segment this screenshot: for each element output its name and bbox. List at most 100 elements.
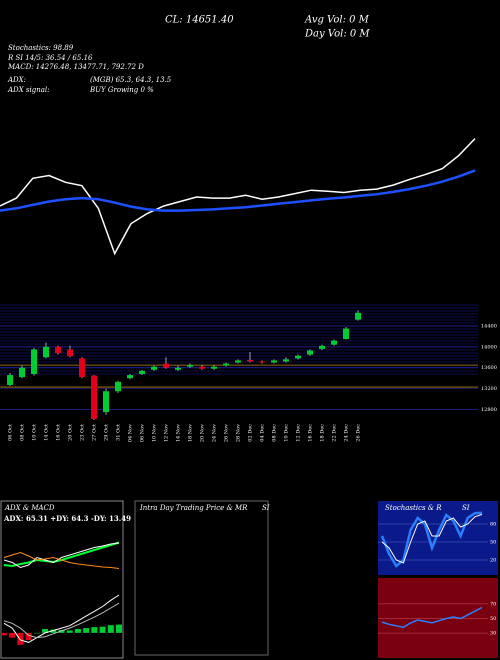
- macd-bar: [1, 632, 7, 636]
- macd-bar: [9, 632, 16, 638]
- candle-body: [355, 312, 361, 320]
- stochastics-text: Stochastics: 98.89: [8, 44, 74, 52]
- price-line: [0, 169, 476, 212]
- adx-line: [3, 542, 120, 569]
- panel-title: SI: [462, 504, 470, 512]
- macd-bar: [50, 629, 57, 633]
- x-tick-label: 06 Nov: [140, 424, 146, 442]
- day-volume: Day Vol: 0 M: [304, 29, 370, 40]
- x-tick-label: 08 Oct: [20, 424, 26, 441]
- intraday-frame: [134, 500, 269, 656]
- candle-body: [127, 375, 133, 379]
- candle-body: [211, 366, 217, 369]
- candle-body: [103, 391, 109, 413]
- x-tick-label: 16 Oct: [56, 424, 62, 441]
- candle-body: [235, 360, 241, 363]
- panel-title: SI: [262, 504, 270, 512]
- x-tick-label: 23 Oct: [80, 424, 86, 441]
- x-tick-label: 04 Nov: [128, 424, 134, 442]
- macd-text: MACD: 14276.48, 13477.71, 792.72 D: [7, 63, 144, 71]
- macd-bar: [91, 627, 98, 633]
- candle-body: [319, 345, 325, 349]
- candle-body: [91, 375, 97, 419]
- candle-body: [115, 381, 121, 392]
- macd-bar: [33, 632, 40, 634]
- close-price: CL: 14651.40: [165, 15, 234, 26]
- candle-body: [163, 363, 169, 368]
- x-tick-label: 22 Dec: [332, 424, 338, 442]
- avg-volume: Avg Vol: 0 M: [304, 15, 370, 26]
- y-tick-label: 12800: [481, 407, 497, 413]
- x-tick-label: 24 Nov: [212, 424, 218, 442]
- y-tick-label: 70: [490, 601, 496, 607]
- x-tick-label: 08 Dec: [272, 424, 278, 442]
- x-tick-label: 18 Nov: [188, 424, 194, 442]
- x-tick-label: 29 Oct: [104, 424, 110, 441]
- macd-bar: [107, 625, 114, 633]
- stoch-line: [380, 511, 483, 568]
- candle-body: [7, 375, 13, 385]
- panel-title: Stochastics & R: [385, 504, 442, 512]
- x-tick-label: 26 Dec: [356, 424, 362, 442]
- macd-line: [3, 594, 120, 643]
- macd-bar: [116, 624, 122, 633]
- macd-bar: [74, 629, 81, 633]
- panel-subtitle: ADX: 65.31 +DY: 64.3 -DY: 13.49: [3, 514, 131, 523]
- candle-body: [331, 340, 337, 345]
- x-tick-label: 04 Dec: [260, 424, 266, 442]
- x-tick-label: 14 Oct: [44, 424, 50, 441]
- x-tick-label: 20 Nov: [200, 424, 206, 442]
- y-tick-label: 50: [490, 616, 496, 622]
- x-tick-label: 14 Nov: [176, 424, 182, 442]
- x-tick-label: 26 Nov: [224, 424, 230, 442]
- candle-body: [199, 366, 205, 369]
- x-tick-label: 06 Oct: [8, 424, 14, 441]
- candle-body: [187, 365, 193, 367]
- y-tick-label: 14400: [481, 323, 497, 329]
- candle-body: [79, 358, 85, 378]
- candle-body: [175, 367, 181, 370]
- candle-body: [283, 359, 289, 362]
- adx-signal-label: ADX signal:: [7, 86, 49, 94]
- x-tick-label: 24 Dec: [344, 424, 350, 442]
- macd-bar: [25, 632, 32, 641]
- adx-label: ADX:: [7, 76, 26, 84]
- y-tick-label: 50: [490, 540, 496, 546]
- candle-body: [55, 346, 61, 354]
- adx-panel-frame: [0, 500, 124, 659]
- x-tick-label: 10 Nov: [152, 424, 158, 442]
- candle-body: [343, 328, 349, 339]
- candle-body: [31, 349, 37, 374]
- macd-bar: [66, 630, 73, 633]
- x-tick-label: 20 Oct: [68, 424, 74, 441]
- x-tick-label: 02 Dec: [248, 424, 254, 442]
- candle-body: [139, 370, 145, 374]
- signal-line: [3, 602, 120, 639]
- macd-bar: [17, 632, 24, 645]
- x-tick-label: 18 Dec: [320, 424, 326, 442]
- adx-line: [3, 551, 120, 569]
- rsi-panel-bg: [378, 578, 498, 658]
- adx-values: (MGB) 65.3, 64.3, 13.5: [90, 76, 172, 84]
- panel-title: ADX & MACD: [4, 504, 55, 512]
- y-tick-label: 20: [490, 558, 496, 564]
- candle-body: [271, 360, 277, 363]
- x-tick-label: 16 Dec: [308, 424, 314, 442]
- y-tick-label: 30: [490, 631, 496, 637]
- rsi-line: [381, 606, 483, 629]
- stoch-line: [381, 513, 483, 564]
- x-tick-label: 27 Oct: [92, 424, 98, 441]
- y-tick-label: 80: [490, 522, 496, 528]
- y-tick-label: 13600: [481, 365, 497, 371]
- macd-bar: [42, 629, 49, 633]
- x-tick-label: 12 Nov: [164, 424, 170, 442]
- x-tick-label: 31 Oct: [116, 424, 122, 441]
- macd-bar: [99, 626, 106, 633]
- x-tick-label: 10 Dec: [284, 424, 290, 442]
- adx-signal-value: BUY Growing 0 %: [89, 86, 154, 94]
- candle-body: [307, 350, 313, 355]
- candle-body: [259, 361, 265, 363]
- price-line: [0, 138, 476, 256]
